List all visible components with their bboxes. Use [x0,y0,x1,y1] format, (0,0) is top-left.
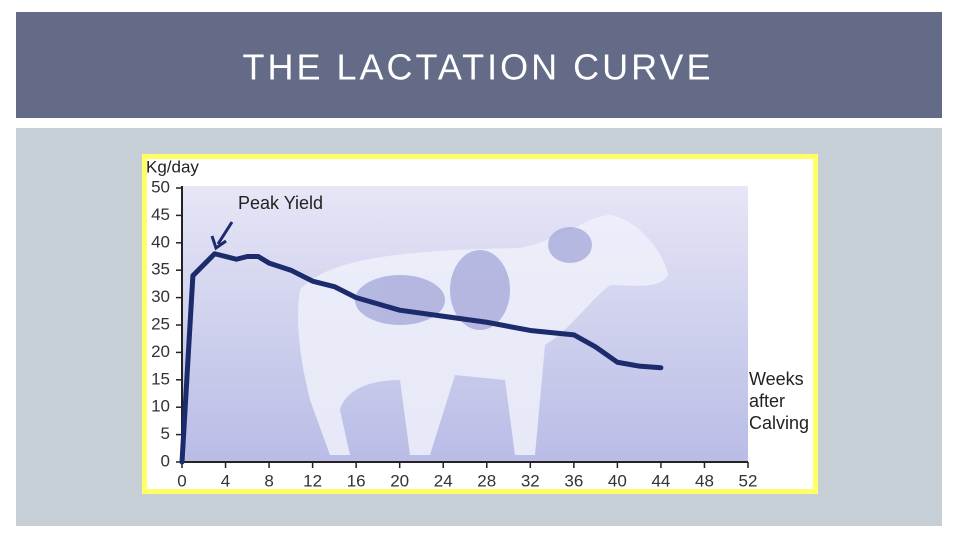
x-tick-label: 36 [564,471,583,490]
x-tick-label: 12 [303,471,322,490]
x-tick-label: 20 [390,471,409,490]
x-tick-label: 44 [651,471,670,490]
y-tick-label: 35 [151,260,170,279]
x-tick-label: 52 [739,471,758,490]
x-tick-label: 4 [221,471,230,490]
x-tick-label: 8 [264,471,273,490]
y-tick-label: 45 [151,205,170,224]
y-tick-label: 0 [161,451,170,470]
annotation: Peak Yield [238,193,323,213]
tick-labels: 0 4 8 12 16 20 24 28 32 36 40 44 48 52 [177,471,758,490]
title-bar [16,12,942,118]
x-axis-label: Weeks after Calving [749,369,809,433]
x-tick-label: 16 [347,471,366,490]
lactation-line [179,251,664,465]
y-tick-label: 10 [151,397,170,416]
x-tick-label: 28 [477,471,496,490]
x-tick-label: 40 [608,471,627,490]
x-tick-label: 24 [434,471,453,490]
y-axis-label: Kg/day [146,157,199,176]
y-tick-label: 20 [151,342,170,361]
x-tick-label: 0 [177,471,186,490]
y-tick-label: 15 [151,369,170,388]
y-tick-label: 50 [151,177,170,196]
cow-silhouette [298,215,668,455]
y-tick-label: 5 [161,424,170,443]
x-tick-label: 48 [695,471,714,490]
slide-title: THE LACTATION CURVE [242,47,713,88]
y-tick-label: 40 [151,232,170,251]
plot [182,186,748,462]
annotation-arrow [210,221,234,251]
x-tick-label: 32 [521,471,540,490]
y-tick-label: 30 [151,287,170,306]
y-tick-label: 25 [151,314,170,333]
